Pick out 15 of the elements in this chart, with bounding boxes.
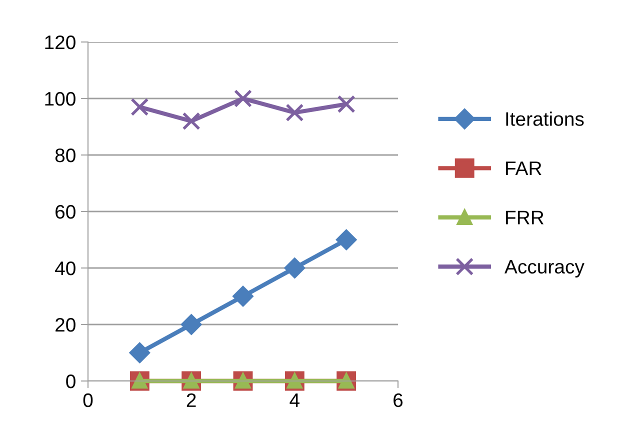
y-tick-label: 120 — [45, 35, 76, 50]
y-tick-label: 40 — [55, 261, 76, 276]
legend-label: Iterations — [506, 112, 584, 126]
legend-label: FAR — [506, 162, 542, 175]
x-tick-label: 6 — [394, 393, 403, 408]
legend-label: Accuracy — [504, 260, 584, 278]
x-tick-label: 2 — [186, 393, 196, 407]
x-tick-label: 4 — [290, 394, 300, 407]
x-tick-label: 0 — [83, 393, 93, 408]
y-tick-label: 20 — [56, 318, 76, 332]
y-tick-label: 60 — [56, 204, 76, 219]
legend-label: FRR — [506, 210, 544, 224]
y-tick-label: 0 — [66, 374, 76, 388]
y-tick-label: 80 — [55, 148, 76, 162]
y-tick-label: 100 — [45, 92, 76, 106]
